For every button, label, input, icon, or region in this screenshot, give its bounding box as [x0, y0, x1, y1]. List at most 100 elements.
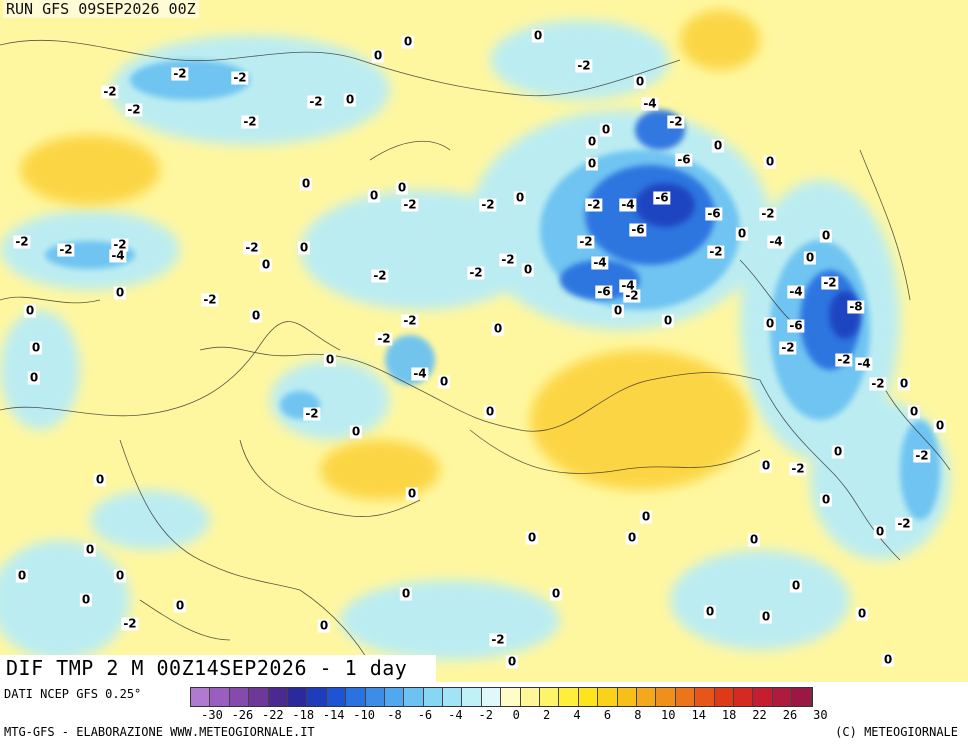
color-swatch: [792, 688, 812, 706]
map-canvas: [0, 0, 968, 682]
color-swatch: [501, 688, 521, 706]
scale-tick-label: -2: [478, 708, 493, 722]
color-swatch: [772, 688, 793, 706]
contour-label: -2: [821, 275, 839, 290]
scale-tick-label: -8: [387, 708, 402, 722]
temperature-anomaly-map: 0 0 0 -2 0 -2 -2 -2 -2 -2 0 -2 -4 -2 0 0 0 -6 0 0 0 0 0 0 -2 -2 -2…: [0, 0, 968, 682]
contour-label: 0: [831, 444, 845, 459]
contour-label: -4: [855, 356, 873, 371]
contour-label: -2: [835, 352, 853, 367]
contour-label: -2: [201, 292, 219, 307]
contour-label: 0: [703, 604, 717, 619]
contour-label: -2: [489, 632, 507, 647]
contour-label: -4: [641, 96, 659, 111]
contour-label: 0: [639, 509, 653, 524]
contour-label: 0: [349, 424, 363, 439]
contour-label: 0: [323, 352, 337, 367]
contour-label: -4: [109, 248, 127, 263]
scale-tick-label: -30: [201, 708, 223, 722]
color-swatch: [617, 688, 637, 706]
contour-label: -6: [653, 190, 671, 205]
scale-tick-label: -14: [322, 708, 345, 722]
scale-tick-label: 30: [813, 708, 828, 722]
contour-label: -2: [575, 58, 593, 73]
contour-label: -4: [767, 234, 785, 249]
color-swatch: [462, 688, 482, 706]
contour-label: -2: [759, 206, 777, 221]
contour-label: -8: [847, 299, 865, 314]
contour-label: 0: [299, 176, 313, 191]
contour-label: -2: [121, 616, 139, 631]
contour-label: -6: [705, 206, 723, 221]
color-swatch: [656, 688, 676, 706]
color-swatch: [540, 688, 560, 706]
color-swatch: [229, 688, 250, 706]
contour-label: 0: [27, 370, 41, 385]
contour-label: 0: [401, 34, 415, 49]
contour-label: 0: [83, 542, 97, 557]
contour-label: 0: [873, 524, 887, 539]
contour-label: 0: [23, 303, 37, 318]
contour-label: -2: [375, 331, 393, 346]
contour-label: -2: [467, 265, 485, 280]
scale-tick-label: -26: [231, 708, 254, 722]
contour-label: -2: [401, 197, 419, 212]
contour-label: -2: [241, 114, 259, 129]
color-swatch: [268, 688, 288, 706]
color-swatch: [326, 688, 347, 706]
color-swatch: [598, 688, 618, 706]
color-swatch: [714, 688, 734, 706]
contour-label: -6: [629, 222, 647, 237]
contour-label: 0: [395, 180, 409, 195]
contour-label: 0: [763, 154, 777, 169]
contour-label: 0: [881, 652, 895, 667]
contour-label: 0: [483, 404, 497, 419]
contour-label: 0: [747, 532, 761, 547]
contour-label: -2: [125, 102, 143, 117]
contour-label: -2: [707, 244, 725, 259]
color-swatch: [346, 688, 366, 706]
contour-label: -2: [779, 340, 797, 355]
scale-tick-label: -4: [448, 708, 463, 722]
contour-label: 0: [93, 472, 107, 487]
scale-tick-label: 2: [542, 708, 551, 722]
contour-label: -2: [243, 240, 261, 255]
color-swatch: [675, 688, 696, 706]
color-swatch: [404, 688, 424, 706]
contour-label: -2: [789, 461, 807, 476]
contour-label: -6: [787, 318, 805, 333]
contour-label: -2: [13, 234, 31, 249]
contour-label: -6: [675, 152, 693, 167]
contour-label: 0: [367, 188, 381, 203]
contour-label: 0: [79, 592, 93, 607]
contour-label: -2: [57, 242, 75, 257]
contour-label: 0: [633, 74, 647, 89]
color-swatch: [191, 688, 211, 706]
color-swatch: [443, 688, 463, 706]
scale-tick-label: 6: [603, 708, 612, 722]
contour-label: -2: [303, 406, 321, 421]
scale-tick-label: -6: [417, 708, 433, 722]
anomaly-light-cyan-zones: [0, 20, 950, 660]
contour-label: -2: [371, 268, 389, 283]
color-swatch: [210, 688, 230, 706]
contour-label: -2: [101, 84, 119, 99]
scale-tick-label: -22: [261, 708, 284, 722]
run-label: RUN GFS 09SEP2026 00Z: [3, 0, 199, 18]
contour-label: 0: [113, 568, 127, 583]
contour-label: -4: [787, 284, 805, 299]
color-swatch: [384, 688, 405, 706]
contour-label: -2: [869, 376, 887, 391]
color-swatch: [287, 688, 308, 706]
contour-label: -2: [499, 252, 517, 267]
color-swatch: [753, 688, 773, 706]
color-swatch: [695, 688, 715, 706]
contour-label: 0: [531, 28, 545, 43]
color-swatch: [733, 688, 754, 706]
contour-label: 0: [173, 598, 187, 613]
scale-tick-label: -10: [353, 708, 375, 722]
contour-label: 0: [437, 374, 451, 389]
contour-label: -2: [895, 516, 913, 531]
contour-label: 0: [399, 586, 413, 601]
credit-left: MTG-GFS - ELABORAZIONE WWW.METEOGIORNALE…: [4, 725, 315, 739]
